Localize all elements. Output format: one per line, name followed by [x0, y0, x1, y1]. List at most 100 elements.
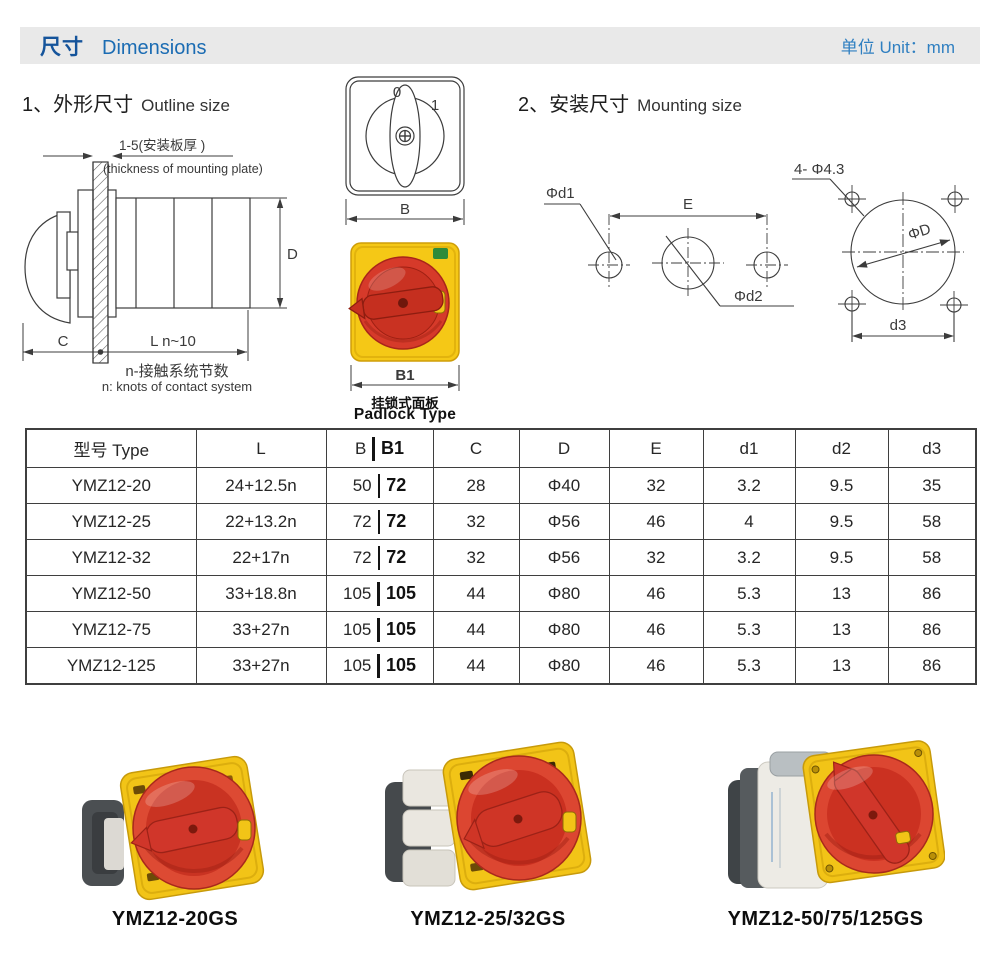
- cell-l: 33+27n: [195, 647, 327, 685]
- product-label: YMZ12-25/32GS: [410, 908, 566, 930]
- dim-label-c: C: [58, 333, 69, 350]
- label-holes: 4- Φ4.3: [794, 161, 844, 178]
- label-d1: Φd1: [546, 185, 575, 202]
- cell-d2: 13: [794, 611, 889, 648]
- cell-type: YMZ12-125: [25, 647, 197, 685]
- cell-d: Φ40: [518, 467, 610, 504]
- cell-b1: 72: [386, 547, 407, 567]
- cell-d3: 35: [887, 467, 977, 504]
- cell-l: 24+12.5n: [195, 467, 327, 504]
- dim-label-b1: B1: [395, 367, 414, 384]
- padlock-panel-photo: B1: [348, 242, 460, 391]
- divider: [372, 436, 375, 461]
- mounting-drawing: Φd1 E Φd2 4- Φ4.3 ΦD d3: [544, 161, 969, 342]
- cell-b1: 72: [386, 511, 407, 531]
- col-header-d3: d3: [887, 428, 977, 468]
- table-row: YMZ12-50 33+18.8n 105 105 44 Φ80 46 5.3 1…: [25, 575, 977, 612]
- table-row: YMZ12-25 22+13.2n 72 72 32 Φ56 46 4 9.5 5…: [25, 503, 977, 540]
- cell-l: 33+18.8n: [195, 575, 327, 612]
- cell-e: 46: [608, 647, 704, 685]
- divider: [377, 545, 381, 570]
- cell-b1: 72: [386, 475, 407, 495]
- cell-b: 50: [352, 475, 372, 495]
- cell-c: 32: [432, 539, 520, 576]
- col-header-c: C: [432, 428, 520, 468]
- cell-c: 32: [432, 503, 520, 540]
- label-d3: d3: [890, 317, 907, 334]
- product-photo-ymz12-25-32gs: [385, 741, 592, 891]
- col-header-d2: d2: [794, 428, 889, 468]
- section-zh: 外形尺寸: [53, 94, 134, 116]
- section-title-mounting: 2、安装尺寸 Mounting size: [518, 88, 742, 117]
- padlock-caption-en: Padlock Type: [353, 406, 457, 423]
- cell-e: 46: [608, 611, 704, 648]
- cell-d2: 13: [794, 575, 889, 612]
- section-num: 1、: [22, 94, 54, 116]
- label-d2: Φd2: [734, 288, 763, 305]
- cell-l: 22+17n: [195, 539, 327, 576]
- cell-d1: 4: [702, 503, 796, 540]
- cell-b1: 105: [385, 619, 416, 639]
- cell-d1: 3.2: [702, 539, 796, 576]
- cell-type: YMZ12-20: [25, 467, 197, 504]
- cell-d2: 13: [794, 647, 889, 685]
- cell-l: 33+27n: [195, 611, 327, 648]
- section-title-outline: 1、外形尺寸 Outline size: [22, 88, 230, 117]
- table-row: YMZ12-125 33+27n 105 105 44 Φ80 46 5.3 13…: [25, 647, 977, 685]
- product-label: YMZ12-20GS: [111, 908, 239, 930]
- contact-note-zh: n-接触系统节数: [125, 363, 228, 380]
- divider: [377, 473, 381, 498]
- cell-b: 105: [342, 583, 372, 603]
- section-en: Outline size: [141, 96, 230, 115]
- cell-b-b1: 105 105: [325, 575, 434, 612]
- cell-d1: 5.3: [702, 647, 796, 685]
- col-header-d: D: [518, 428, 610, 468]
- cell-b-b1: 72 72: [325, 539, 434, 576]
- cell-e: 32: [608, 467, 704, 504]
- cell-b1: 105: [385, 655, 416, 675]
- plate-note-en: (thickness of mounting plate): [103, 162, 263, 176]
- green-sticker: [433, 248, 448, 259]
- section-num: 2、: [518, 94, 550, 116]
- col-header-b-b1: B B1: [325, 428, 434, 468]
- col-header-b1: B1: [380, 438, 404, 458]
- contact-note-en: n: knots of contact system: [102, 379, 252, 394]
- cell-d3: 86: [887, 611, 977, 648]
- cell-d1: 5.3: [702, 575, 796, 612]
- cell-d2: 9.5: [794, 539, 889, 576]
- cell-d2: 9.5: [794, 467, 889, 504]
- col-header-d1: d1: [702, 428, 796, 468]
- cell-b: 72: [352, 511, 372, 531]
- dimensions-table: 型号 Type L B B1 C D E d1 d2 d3 YMZ12-20 24…: [25, 428, 977, 685]
- cell-d3: 86: [887, 647, 977, 685]
- cell-d: Φ56: [518, 539, 610, 576]
- product-photo-ymz12-50-75-125gs: [728, 740, 945, 889]
- cell-e: 46: [608, 503, 704, 540]
- cell-b: 72: [352, 547, 372, 567]
- cell-b-b1: 105 105: [325, 611, 434, 648]
- cell-type: YMZ12-75: [25, 611, 197, 648]
- cell-b-b1: 72 72: [325, 503, 434, 540]
- table-row: YMZ12-32 22+17n 72 72 32 Φ56 32 3.2 9.5 5…: [25, 539, 977, 576]
- cell-d: Φ80: [518, 611, 610, 648]
- cell-type: YMZ12-25: [25, 503, 197, 540]
- cell-d: Φ80: [518, 647, 610, 685]
- cell-d3: 58: [887, 503, 977, 540]
- cell-d3: 86: [887, 575, 977, 612]
- divider: [377, 509, 381, 534]
- cell-d2: 9.5: [794, 503, 889, 540]
- label-e: E: [683, 196, 693, 213]
- cell-d1: 5.3: [702, 611, 796, 648]
- dim-label-d: D: [287, 246, 298, 263]
- col-header-l: L: [195, 428, 327, 468]
- cell-d: Φ80: [518, 575, 610, 612]
- panel-pos-0: 0: [393, 84, 401, 101]
- col-header-e: E: [608, 428, 704, 468]
- cell-d3: 58: [887, 539, 977, 576]
- divider: [377, 653, 380, 678]
- cell-b: 105: [342, 619, 372, 639]
- cell-b-b1: 50 72: [325, 467, 434, 504]
- cell-b: 105: [342, 655, 372, 675]
- cell-type: YMZ12-50: [25, 575, 197, 612]
